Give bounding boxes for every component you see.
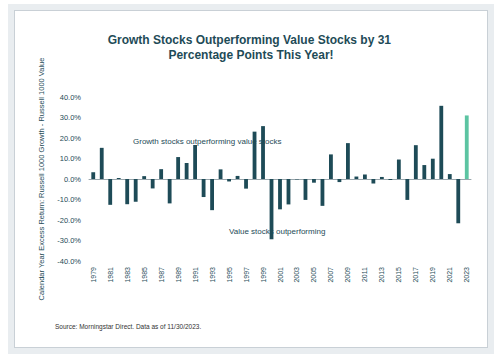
- svg-text:2007: 2007: [327, 267, 334, 283]
- svg-text:2013: 2013: [378, 267, 385, 283]
- svg-text:2019: 2019: [429, 267, 436, 283]
- svg-text:2015: 2015: [395, 267, 402, 283]
- svg-text:-40.0%: -40.0%: [57, 257, 81, 266]
- svg-text:Growth Stocks Outperforming Va: Growth Stocks Outperforming Value Stocks…: [108, 33, 395, 47]
- svg-text:1997: 1997: [243, 267, 250, 283]
- svg-text:2001: 2001: [277, 267, 284, 283]
- svg-text:1999: 1999: [260, 267, 267, 283]
- svg-text:-10.0%: -10.0%: [57, 195, 81, 204]
- svg-text:1979: 1979: [90, 267, 97, 283]
- svg-text:1989: 1989: [175, 267, 182, 283]
- svg-text:1987: 1987: [158, 267, 165, 283]
- svg-text:2023: 2023: [463, 267, 470, 283]
- svg-text:0.0%: 0.0%: [64, 175, 81, 184]
- svg-text:30.0%: 30.0%: [60, 113, 82, 122]
- svg-text:Percentage Points This Year!: Percentage Points This Year!: [168, 48, 333, 62]
- svg-text:Growth stocks outperforming va: Growth stocks outperforming value stocks: [133, 137, 282, 146]
- svg-text:2003: 2003: [293, 267, 300, 283]
- svg-text:1983: 1983: [124, 267, 131, 283]
- svg-text:2011: 2011: [361, 267, 368, 282]
- svg-text:10.0%: 10.0%: [60, 154, 82, 163]
- svg-text:Source: Morningstar Direct. Da: Source: Morningstar Direct. Data as of 1…: [55, 323, 201, 331]
- svg-text:20.0%: 20.0%: [60, 134, 82, 143]
- svg-text:1981: 1981: [107, 267, 114, 283]
- svg-text:1995: 1995: [226, 267, 233, 283]
- svg-text:Value stocks outperforming: Value stocks outperforming: [229, 227, 325, 236]
- svg-text:-30.0%: -30.0%: [57, 236, 81, 245]
- svg-text:2009: 2009: [344, 267, 351, 283]
- svg-text:2005: 2005: [310, 267, 317, 283]
- svg-text:-20.0%: -20.0%: [57, 216, 81, 225]
- svg-text:Calendar Year Excess Return: R: Calendar Year Excess Return: Russell 100…: [37, 58, 46, 301]
- svg-text:40.0%: 40.0%: [60, 93, 82, 102]
- svg-text:1993: 1993: [209, 267, 216, 283]
- svg-text:2021: 2021: [446, 267, 453, 283]
- svg-text:1991: 1991: [192, 267, 199, 283]
- svg-text:1985: 1985: [141, 267, 148, 283]
- svg-text:2017: 2017: [412, 267, 419, 283]
